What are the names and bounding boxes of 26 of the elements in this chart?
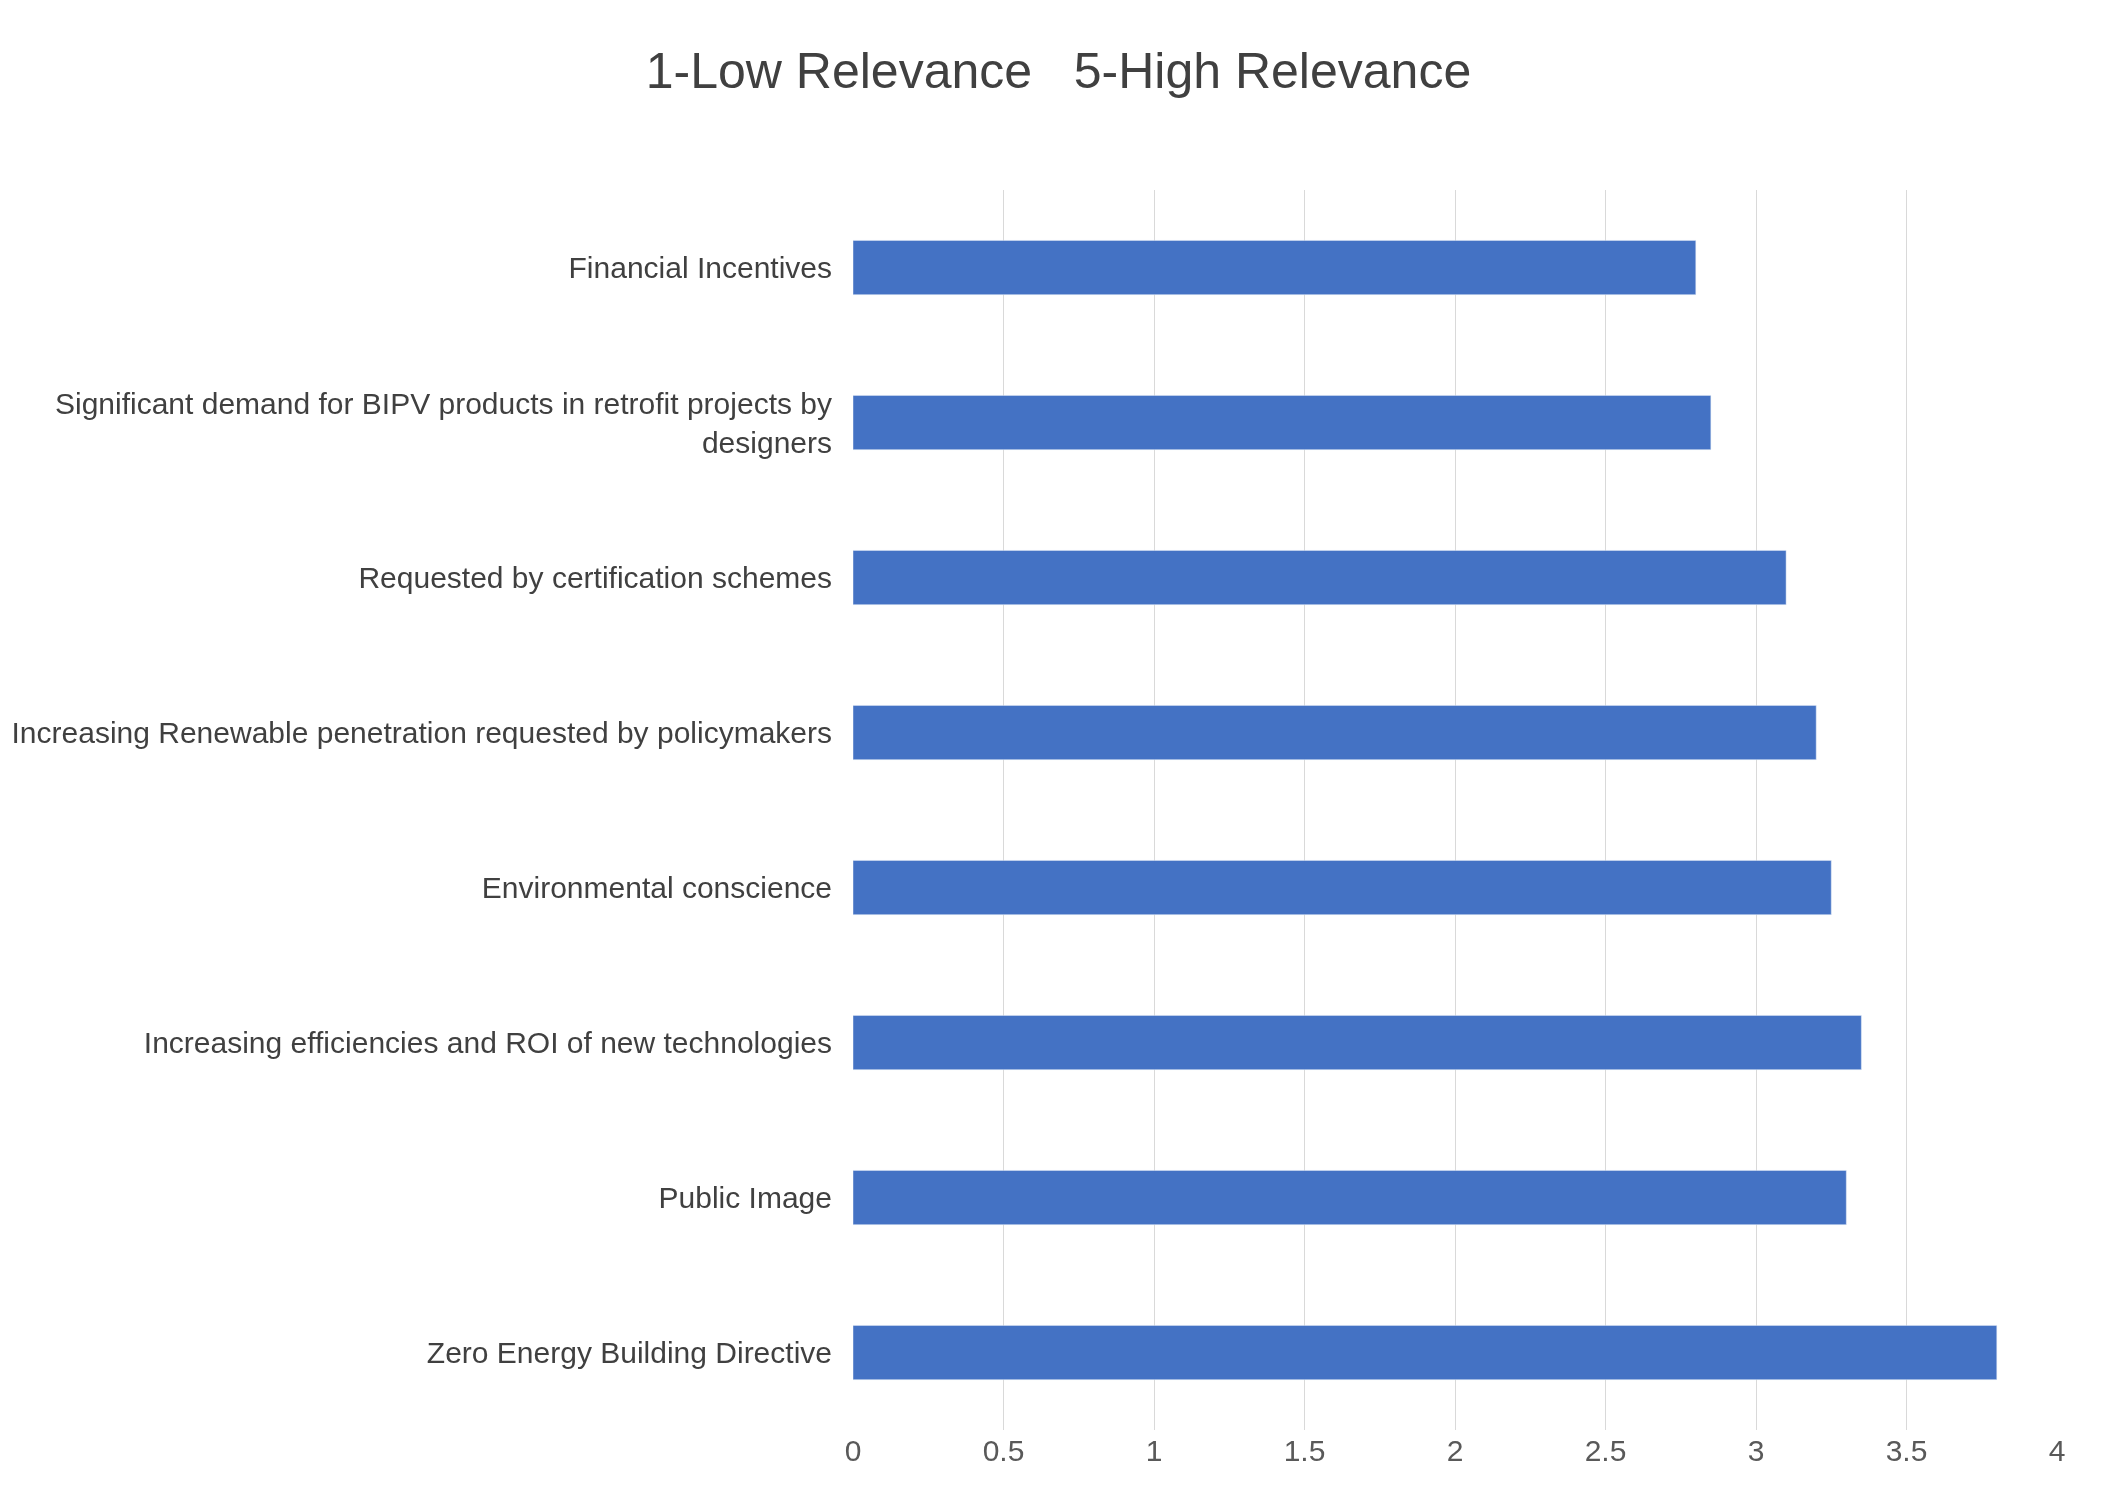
bar (853, 1325, 1998, 1380)
x-tick-label: 3 (1747, 1434, 1765, 1467)
y-tick-label: Environmental conscience (481, 871, 832, 904)
x-tick-label: 2 (1446, 1434, 1464, 1467)
chart-title: 1-Low Relevance 5-High Relevance (645, 42, 1472, 99)
x-tick-label: 2.5 (1584, 1434, 1627, 1467)
bar (853, 1170, 1847, 1225)
y-tick-label: Significant demand for BIPV products in retrofit projects by designers (54, 386, 832, 459)
bar (853, 240, 1697, 295)
y-tick-label: Requested by certification schemes (358, 561, 832, 594)
x-tick-label: 1 (1145, 1434, 1163, 1467)
x-tick-label: 0 (844, 1434, 862, 1467)
x-tick-label: 0.5 (982, 1434, 1025, 1467)
x-tick-label: 3.5 (1885, 1434, 1928, 1467)
y-tick-label: Public Image (658, 1181, 832, 1214)
x-tick-label: 1.5 (1283, 1434, 1326, 1467)
bar (853, 860, 1832, 915)
bar (853, 705, 1817, 760)
y-tick-label: Increasing Renewable penetration requested by policymakers (11, 716, 832, 749)
bar (853, 395, 1712, 450)
y-tick-label: Financial Incentives (568, 251, 832, 284)
x-tick-label: 4 (2048, 1434, 2066, 1467)
bar (853, 1015, 1862, 1070)
y-tick-label: Zero Energy Building Directive (426, 1336, 832, 1369)
bar (853, 550, 1787, 605)
y-tick-label: Increasing efficiencies and ROI of new technologies (143, 1026, 832, 1059)
